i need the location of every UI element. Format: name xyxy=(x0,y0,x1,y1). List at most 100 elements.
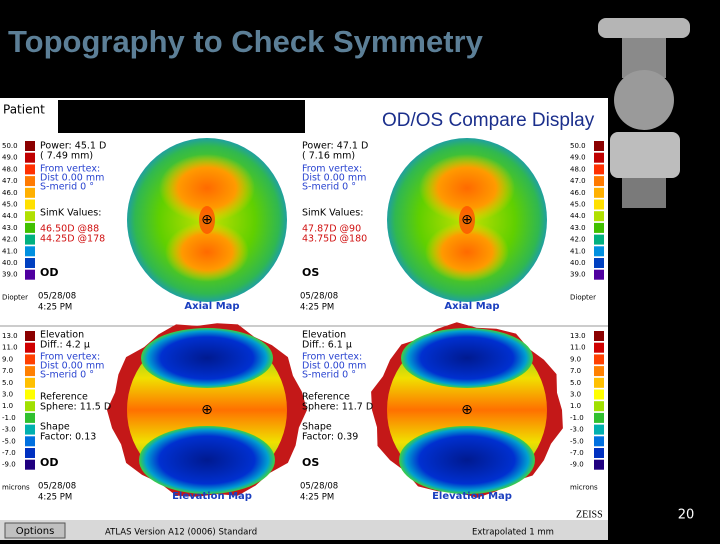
steep-lobe xyxy=(425,222,509,282)
scale-swatch xyxy=(25,258,35,268)
brand: ZEISS xyxy=(576,509,603,520)
extrapolated-text: Extrapolated 1 mm xyxy=(472,528,554,538)
scale-label: 13.0 xyxy=(2,332,18,340)
info-line: Diff.: 4.2 µ xyxy=(40,340,90,351)
crosshair: ⊕ xyxy=(461,402,473,418)
crosshair: ⊕ xyxy=(461,212,473,228)
scale-swatch xyxy=(594,377,604,388)
scale-label: -3.0 xyxy=(2,426,16,434)
scale-swatch xyxy=(25,424,35,435)
scale-swatch xyxy=(594,331,604,341)
scale-swatch xyxy=(25,342,35,353)
scale-swatch xyxy=(594,412,604,423)
slide-title: Topography to Check Symmetry xyxy=(8,24,484,59)
scale-swatch xyxy=(594,269,604,280)
info-line: Dist 0.00 mm xyxy=(302,173,366,184)
scale-label: 13.0 xyxy=(570,332,586,340)
patient-label: Patient xyxy=(3,103,45,117)
scale-label: -1.0 xyxy=(570,414,584,422)
scale-unit: microns xyxy=(570,483,598,491)
display-title: OD/OS Compare Display xyxy=(382,110,595,131)
info-line: Dist 0.00 mm xyxy=(40,361,104,372)
scale-swatch xyxy=(25,459,35,470)
scale-label: 7.0 xyxy=(2,367,13,375)
info-line: Factor: 0.13 xyxy=(40,432,96,443)
scale-swatch xyxy=(25,354,35,365)
scale-swatch xyxy=(25,269,35,280)
eye-label: OD xyxy=(40,266,58,279)
scale-swatch xyxy=(25,234,35,245)
map-label: Axial Map xyxy=(444,301,499,312)
scale-label: 44.0 xyxy=(570,212,586,220)
scale-label: 47.0 xyxy=(2,177,18,185)
scale-swatch xyxy=(25,366,35,377)
exam-time: 4:25 PM xyxy=(300,303,334,313)
footer-bar xyxy=(0,520,608,540)
scale-label: 43.0 xyxy=(2,224,18,232)
decoration xyxy=(598,18,690,208)
scale-swatch xyxy=(594,176,604,187)
steep-lobe xyxy=(419,154,515,222)
info-line: S-merid 0 ° xyxy=(302,182,356,193)
scale-label: 7.0 xyxy=(570,367,581,375)
scale-label: -3.0 xyxy=(570,426,584,434)
elevation-map xyxy=(371,322,563,498)
scale-label: -5.0 xyxy=(2,437,16,445)
scale-swatch xyxy=(594,234,604,245)
scale-label: 40.0 xyxy=(2,259,18,267)
exam-date: 05/28/08 xyxy=(300,482,338,492)
center-spot xyxy=(199,206,215,234)
scale-swatch xyxy=(25,412,35,423)
scale-label: 45.0 xyxy=(2,201,18,209)
scale-label: 11.0 xyxy=(570,344,586,352)
options-button-label[interactable]: Options xyxy=(16,526,55,537)
scale-swatch xyxy=(594,448,604,458)
scale-swatch xyxy=(25,448,35,458)
scale-label: 50.0 xyxy=(2,142,18,150)
map-label: Elevation Map xyxy=(432,491,512,502)
scale-swatch xyxy=(594,246,604,257)
scale-label: 42.0 xyxy=(2,236,18,244)
info-line: Reference xyxy=(302,392,350,403)
info-line: S-merid 0 ° xyxy=(40,182,94,193)
scale-swatch xyxy=(25,187,35,198)
scale-swatch xyxy=(594,199,604,210)
patient-redaction xyxy=(58,100,305,133)
info-line: ( 7.16 mm) xyxy=(302,151,355,162)
exam-time: 4:25 PM xyxy=(38,303,72,313)
scale-swatch xyxy=(594,164,604,175)
scale-label: 9.0 xyxy=(2,355,13,363)
scale-label: 1.0 xyxy=(570,402,581,410)
info-line: SimK Values: xyxy=(302,208,363,219)
scale-swatch xyxy=(594,141,604,151)
eye-label: OS xyxy=(302,456,319,469)
scale-label: 48.0 xyxy=(570,165,586,173)
info-line: Power: 47.1 D xyxy=(302,141,368,152)
info-line: S-merid 0 ° xyxy=(40,370,94,381)
scale-label: -7.0 xyxy=(570,449,584,457)
exam-time: 4:25 PM xyxy=(300,493,334,503)
low-region xyxy=(141,328,273,388)
map-label: Axial Map xyxy=(184,301,239,312)
scale-swatch xyxy=(25,246,35,257)
scale-swatch xyxy=(594,424,604,435)
info-line: 46.50D @88 xyxy=(40,224,99,235)
scale-label: -9.0 xyxy=(570,461,584,469)
scale-swatch xyxy=(594,211,604,222)
scale-label: 3.0 xyxy=(2,391,13,399)
exam-date: 05/28/08 xyxy=(38,482,76,492)
scale-swatch xyxy=(594,389,604,400)
info-line: S-merid 0 ° xyxy=(302,370,356,381)
steep-lobe xyxy=(165,222,249,282)
scale-label: 43.0 xyxy=(570,224,586,232)
scale-swatch xyxy=(594,258,604,268)
info-line: 47.87D @90 xyxy=(302,224,361,235)
scale-label: 41.0 xyxy=(570,247,586,255)
center-spot xyxy=(459,206,475,234)
scale-label: -7.0 xyxy=(2,449,16,457)
info-line: From vertex: xyxy=(302,352,362,363)
options-button[interactable] xyxy=(4,522,66,539)
scale-swatch xyxy=(594,366,604,377)
scale-unit: microns xyxy=(2,483,30,491)
